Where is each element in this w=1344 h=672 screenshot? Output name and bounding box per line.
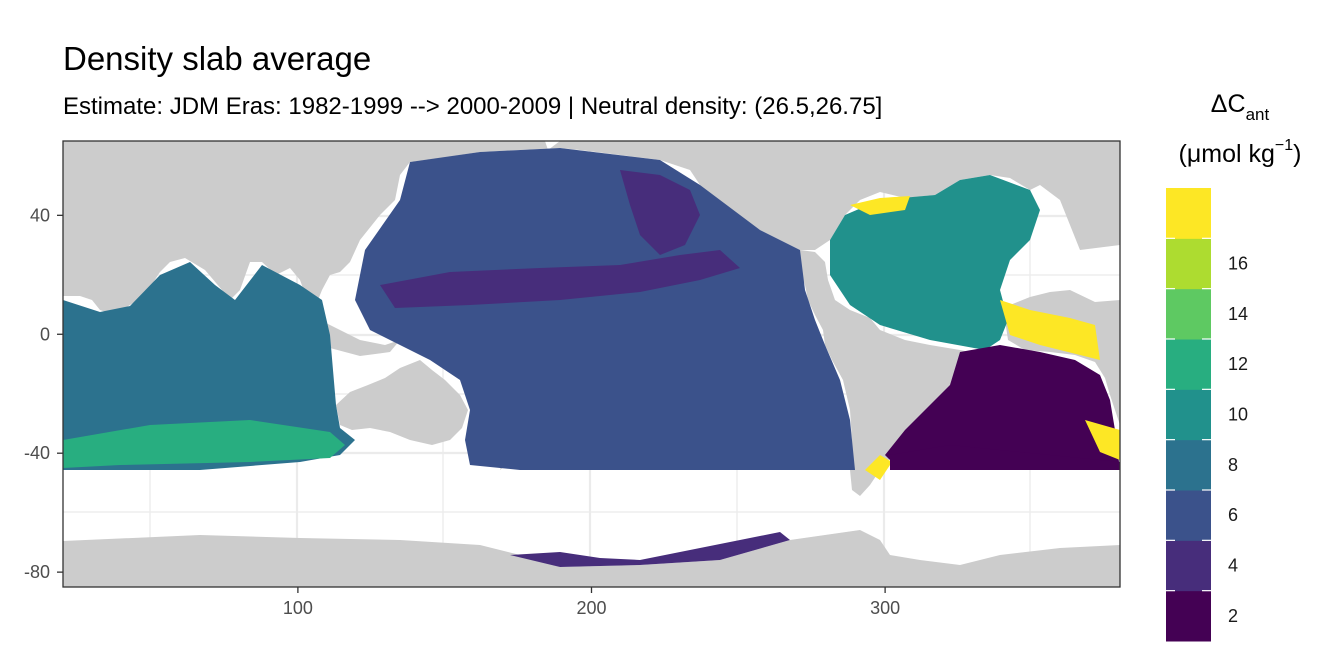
land-north bbox=[63, 141, 1120, 315]
ocean-region bbox=[865, 455, 892, 480]
legend-label: 10 bbox=[1228, 405, 1248, 425]
legend-swatch bbox=[1166, 490, 1211, 541]
x-axis: 100 200 300 bbox=[283, 587, 900, 618]
ocean-region bbox=[63, 262, 355, 470]
ocean-region bbox=[510, 532, 790, 567]
ocean-region bbox=[890, 445, 1120, 470]
legend-title: ΔCant bbox=[1211, 90, 1270, 124]
land-australia bbox=[336, 360, 468, 445]
land-islands bbox=[320, 320, 400, 356]
legend-label: 12 bbox=[1228, 354, 1248, 374]
ocean-region bbox=[1085, 420, 1120, 460]
legend-label: 6 bbox=[1228, 505, 1238, 525]
legend-swatch bbox=[1166, 188, 1211, 239]
legend-swatch bbox=[1166, 288, 1211, 340]
legend-label: 16 bbox=[1228, 254, 1248, 274]
legend-swatch bbox=[1166, 389, 1211, 441]
chart-title: Density slab average bbox=[63, 40, 372, 77]
y-tick-label: -40 bbox=[24, 443, 50, 463]
y-tick-label: -80 bbox=[24, 562, 50, 582]
y-axis: -80 -40 0 40 bbox=[24, 205, 63, 582]
legend-swatch bbox=[1166, 439, 1211, 491]
ocean-region bbox=[63, 420, 345, 468]
legend-swatch bbox=[1166, 238, 1211, 290]
ocean-region bbox=[380, 250, 740, 308]
legend-swatch bbox=[1166, 339, 1211, 390]
ocean-region bbox=[885, 345, 1120, 470]
ocean-region bbox=[850, 196, 910, 215]
ocean-data bbox=[63, 148, 1120, 567]
x-tick-label: 100 bbox=[283, 598, 313, 618]
legend-swatch bbox=[1166, 540, 1211, 592]
legend: ΔCant (μmol kg−1) 2 4 6 8 10 12 14 16 bbox=[1166, 90, 1301, 642]
y-tick-label: 0 bbox=[40, 324, 50, 344]
legend-label: 4 bbox=[1228, 556, 1238, 576]
ocean-region bbox=[1000, 300, 1100, 360]
legend-label: 2 bbox=[1228, 606, 1238, 626]
x-tick-label: 300 bbox=[870, 598, 900, 618]
land-antarctica bbox=[63, 530, 1120, 587]
legend-label: 8 bbox=[1228, 455, 1238, 475]
legend-unit: (μmol kg−1) bbox=[1179, 137, 1302, 168]
chart-subtitle: Estimate: JDM Eras: 1982-1999 --> 2000-2… bbox=[63, 93, 883, 120]
y-tick-label: 40 bbox=[30, 205, 50, 225]
ocean-region bbox=[355, 148, 855, 470]
land-americas bbox=[800, 250, 985, 496]
ocean-region bbox=[620, 170, 700, 255]
legend-swatch bbox=[1166, 590, 1211, 642]
ocean-region bbox=[830, 175, 1040, 350]
legend-label: 14 bbox=[1228, 304, 1248, 324]
x-tick-label: 200 bbox=[576, 598, 606, 618]
